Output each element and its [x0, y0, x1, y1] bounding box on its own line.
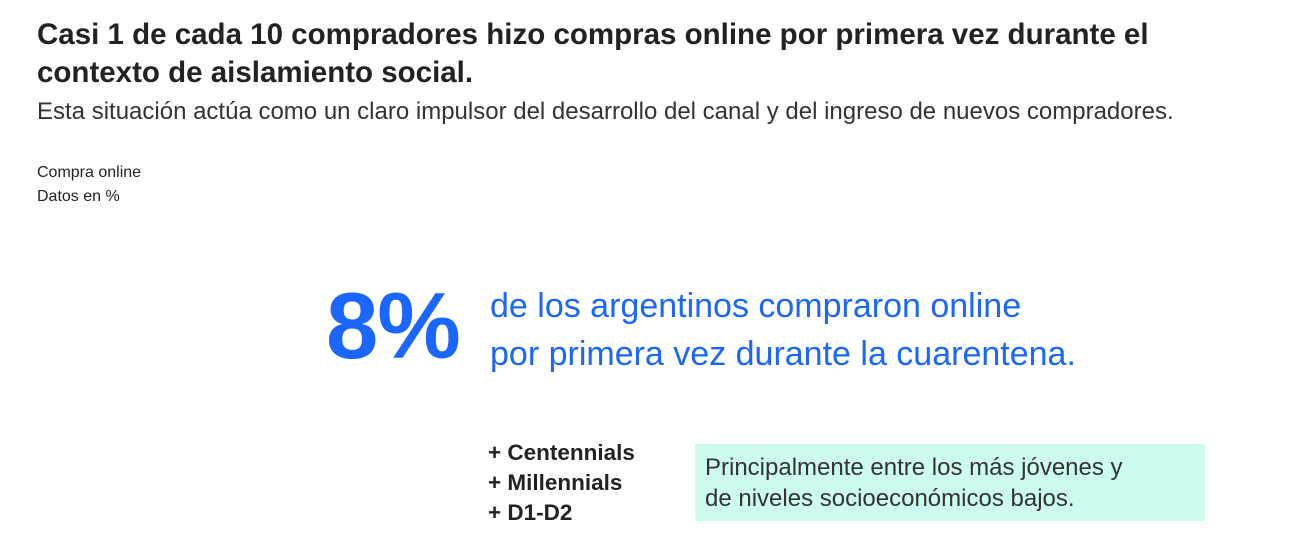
segment-item: + Millennials: [488, 470, 623, 495]
highlight-line: por primera vez durante la cuarentena.: [490, 335, 1076, 373]
highlight-line: de los argentinos compraron online: [490, 287, 1022, 325]
data-note: Compra online: [37, 164, 142, 181]
callout-box: Principalmente entre los más jóvenes y d…: [695, 444, 1205, 521]
callout-line: Principalmente entre los más jóvenes y: [705, 454, 1123, 481]
callout-line: de niveles socioeconómicos bajos.: [705, 485, 1075, 512]
page-title: Casi 1 de cada 10 compradores hizo compr…: [37, 18, 1149, 89]
segment-item: + Centennials: [488, 440, 635, 465]
highlight-text: de los argentinos compraron online por p…: [490, 282, 1076, 378]
data-unit-note: Datos en %: [37, 188, 120, 205]
highlight-value: 8%: [326, 273, 461, 378]
segment-item: + D1-D2: [488, 500, 573, 525]
page-subtitle: Esta situación actúa como un claro impul…: [37, 98, 1174, 125]
segment-list: + Centennials + Millennials + D1-D2: [488, 438, 635, 528]
